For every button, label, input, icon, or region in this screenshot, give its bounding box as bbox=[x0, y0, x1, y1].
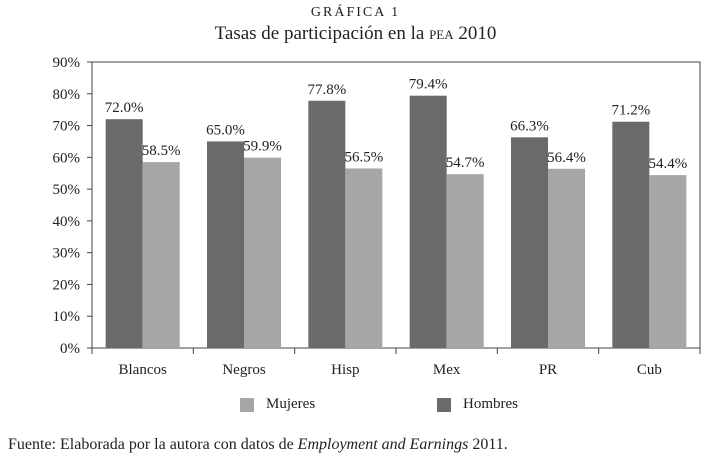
source-publication: Employment and Earnings bbox=[297, 436, 469, 453]
x-tick-label: Mex bbox=[433, 362, 461, 378]
y-tick-label: 20% bbox=[53, 277, 81, 293]
source-year: 2011. bbox=[472, 436, 508, 453]
figure-label: GRÁFICA 1 bbox=[310, 5, 401, 20]
bar-mujeres bbox=[142, 162, 180, 348]
bar-hombres bbox=[409, 95, 447, 348]
legend-label-hombres: Hombres bbox=[463, 396, 518, 412]
x-tick-label: Negros bbox=[222, 362, 265, 378]
bar-mujeres bbox=[548, 168, 585, 348]
chart-title-year: 2010 bbox=[458, 23, 497, 44]
bar-hombres bbox=[308, 100, 346, 348]
bar-hombres bbox=[511, 137, 548, 348]
chart-title-main: Tasas de participación en la bbox=[214, 23, 425, 44]
source-note: Fuente: Elaborada por la autora con dato… bbox=[8, 436, 508, 454]
legend-swatch-mujeres bbox=[240, 397, 254, 412]
bar-mujeres bbox=[244, 157, 281, 348]
data-label-hombres: 71.2% bbox=[611, 103, 650, 119]
bar-chart: 0% 10% 20% 30% 40% 50% 60% 70% 80% 90% Blancos 72.0… bbox=[53, 55, 701, 378]
x-tick-label: Blancos bbox=[119, 362, 167, 378]
data-label-mujeres: 56.5% bbox=[344, 149, 383, 165]
data-label-hombres: 79.4% bbox=[409, 77, 448, 93]
legend-swatch-hombres bbox=[437, 397, 451, 412]
data-label-hombres: 77.8% bbox=[307, 82, 346, 98]
bar-hombres bbox=[612, 121, 650, 349]
data-label-hombres: 65.0% bbox=[206, 122, 245, 138]
x-tick-label: PR bbox=[539, 362, 557, 378]
y-tick-label: 50% bbox=[53, 182, 81, 198]
y-tick-label: 60% bbox=[53, 150, 81, 166]
plot-frame bbox=[91, 61, 701, 349]
bar-mujeres bbox=[649, 175, 687, 348]
y-tick-label: 0% bbox=[60, 341, 80, 357]
source-prefix: Fuente: Elaborada por la autora con dato… bbox=[8, 436, 294, 453]
data-label-mujeres: 56.4% bbox=[547, 150, 586, 166]
y-tick-label: 80% bbox=[53, 87, 81, 103]
chart-header: GRÁFICA 1 Tasas de participación en la P… bbox=[0, 4, 711, 46]
y-tick-label: 90% bbox=[53, 55, 81, 71]
x-tick-label: Hisp bbox=[331, 362, 359, 378]
bar-mujeres bbox=[446, 174, 484, 348]
x-tick-label: Cub bbox=[637, 362, 662, 378]
data-label-mujeres: 54.4% bbox=[648, 156, 687, 172]
y-tick-label: 40% bbox=[53, 214, 81, 230]
legend-label-mujeres: Mujeres bbox=[266, 396, 316, 412]
data-label-mujeres: 54.7% bbox=[446, 155, 485, 171]
data-label-hombres: 66.3% bbox=[510, 118, 549, 134]
legend-item-mujeres: Mujeres bbox=[240, 396, 315, 413]
bar-hombres bbox=[105, 119, 143, 348]
y-tick-label: 70% bbox=[53, 119, 81, 135]
data-label-mujeres: 59.9% bbox=[243, 139, 282, 155]
chart-title-abbr: PEA bbox=[429, 23, 454, 44]
y-tick-label: 30% bbox=[53, 246, 81, 262]
legend-item-hombres: Hombres bbox=[437, 396, 518, 413]
bar-hombres bbox=[207, 141, 244, 348]
data-label-mujeres: 58.5% bbox=[142, 143, 181, 159]
bar-mujeres bbox=[345, 168, 383, 348]
chart-legend: Mujeres Hombres bbox=[0, 396, 711, 416]
chart-title: Tasas de participación en la PEA 2010 bbox=[0, 22, 711, 46]
data-label-hombres: 72.0% bbox=[105, 100, 144, 116]
y-tick-label: 10% bbox=[53, 309, 81, 325]
